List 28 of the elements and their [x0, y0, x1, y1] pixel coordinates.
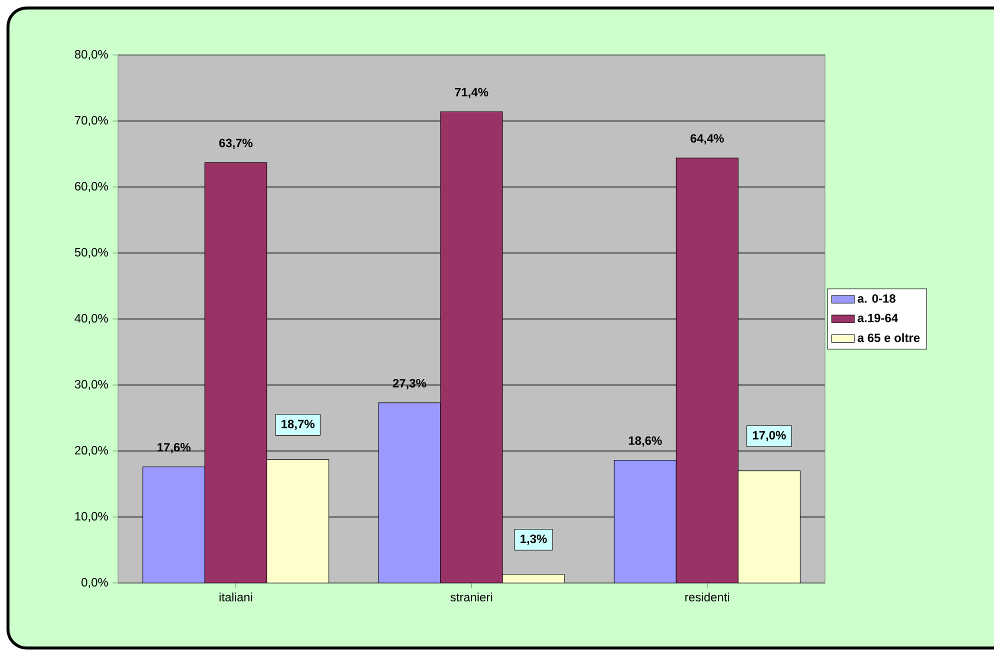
y-tick-label: 20,0%	[74, 446, 108, 456]
y-tick-label: 0,0%	[82, 578, 108, 588]
y-tick-label: 60,0%	[74, 182, 108, 192]
y-tick-label: 70,0%	[74, 116, 108, 126]
data-label: 18,7%	[282, 420, 315, 430]
data-label: 63,7%	[219, 138, 253, 149]
x-tick-label: residenti	[685, 592, 730, 602]
x-tick-label: stranieri	[450, 592, 492, 602]
data-label: 18,6%	[628, 436, 662, 447]
bar	[502, 574, 565, 583]
y-tick-label: 50,0%	[74, 248, 108, 258]
y-tick-label: 30,0%	[74, 380, 108, 390]
legend-label: a.19-64	[858, 314, 898, 322]
legend-label: a. 0-18	[858, 294, 896, 303]
data-label: 1,3%	[520, 534, 547, 545]
bar	[738, 470, 800, 583]
bar	[440, 111, 503, 583]
y-tick-label: 80,0%	[74, 50, 108, 60]
legend-label: a 65 e oltre	[858, 333, 920, 342]
bar	[204, 162, 268, 583]
data-label: 17,0%	[752, 430, 786, 442]
bar	[266, 459, 330, 583]
y-tick-label: 10,0%	[75, 512, 108, 522]
data-label: 71,4%	[455, 88, 488, 98]
x-tick-label: italiani	[220, 592, 252, 602]
bar	[676, 158, 738, 583]
y-tick-label: 40,0%	[74, 314, 108, 324]
data-label: 64,4%	[690, 134, 724, 144]
